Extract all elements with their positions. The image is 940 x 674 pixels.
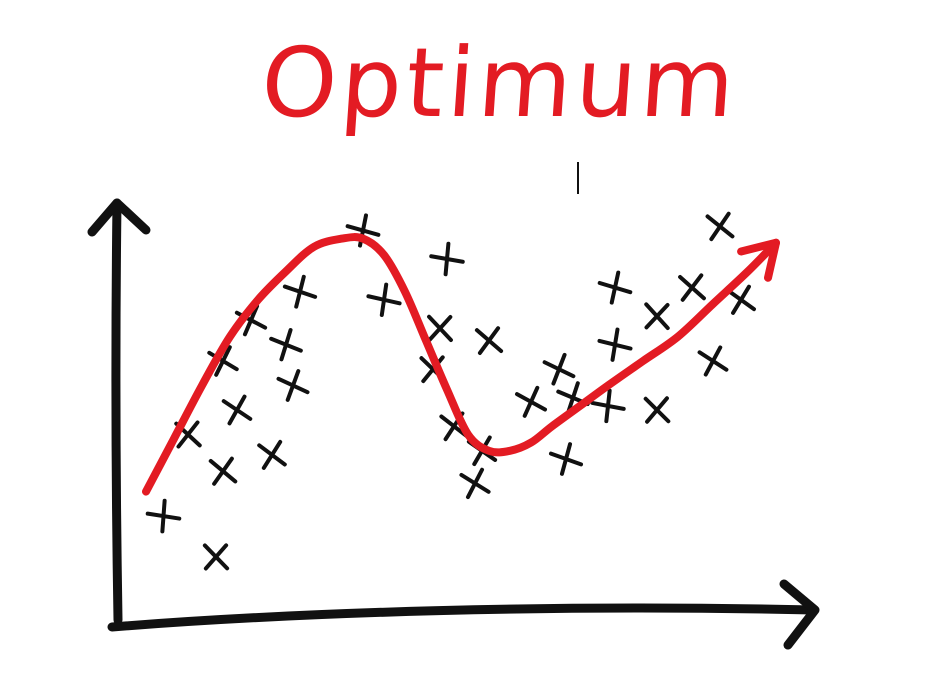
data-point [459,467,491,500]
y-axis-line [111,198,123,625]
trend-line [142,233,780,496]
data-point [597,270,633,305]
trend-curve [142,233,780,496]
data-point [208,456,238,486]
data-point [590,388,626,424]
data-point [282,274,318,309]
data-point [269,328,303,362]
data-points [145,211,756,571]
data-point [597,327,633,362]
data-point [366,282,402,317]
y-axis-arrowhead [87,198,151,237]
data-point [726,284,756,315]
data-point [257,439,287,470]
data-point [697,345,729,377]
data-point [474,326,504,355]
data-point [644,302,670,331]
x-axis-line [107,603,819,632]
data-point [678,273,706,302]
data-point [202,543,230,571]
data-point [427,314,453,343]
data-point [542,352,576,386]
data-point [515,385,547,418]
data-point [207,345,239,377]
data-point [548,442,584,476]
data-point [429,241,465,277]
data-point [145,498,182,534]
axes [87,162,820,650]
x-axis-arrowhead [779,579,820,650]
data-point [276,369,310,402]
data-point [643,396,671,424]
data-point [705,211,735,242]
data-point [221,394,253,426]
trend-arrowhead [737,238,780,282]
